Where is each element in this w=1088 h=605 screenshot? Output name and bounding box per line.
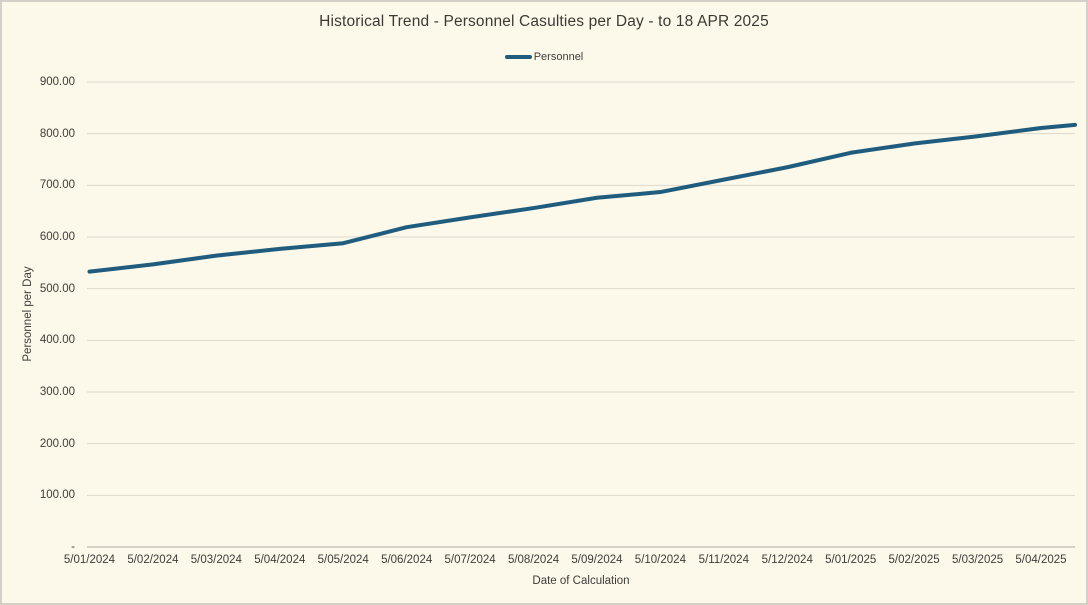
legend-line-marker [504, 55, 532, 59]
x-tick-label: 5/09/2024 [571, 554, 623, 566]
y-tick-label: 300.00 [39, 386, 75, 398]
y-tick-label: 800.00 [39, 127, 75, 140]
y-tick-label: 600.00 [39, 231, 75, 243]
x-tick-label: 5/04/2024 [254, 554, 306, 566]
y-tick-label: 400.00 [39, 334, 75, 347]
y-tick-label: 700.00 [39, 179, 75, 192]
chart-title: Historical Trend - Personnel Casulties p… [319, 13, 769, 30]
y-tick-label: 900.00 [39, 76, 75, 88]
x-axis-title: Date of Calculation [532, 575, 630, 587]
x-tick-label: 5/02/2024 [127, 554, 179, 566]
x-tick-label: 5/02/2025 [888, 554, 940, 566]
legend-label: Personnel [533, 51, 584, 63]
y-axis-title: Personnel per Day [22, 266, 34, 362]
x-tick-label: 5/10/2024 [634, 554, 686, 566]
y-tick-label: 500.00 [39, 282, 75, 295]
x-tick-label: 5/06/2024 [381, 554, 433, 566]
x-tick-label: 5/01/2024 [63, 554, 116, 566]
x-tick-label: 5/11/2024 [698, 554, 749, 566]
y-tick-label: - [71, 541, 75, 553]
x-tick-label: 5/01/2025 [825, 554, 877, 566]
personnel-series-line [87, 122, 1077, 274]
x-tick-label: 5/08/2024 [507, 554, 560, 566]
x-tick-label: 5/12/2024 [761, 554, 813, 566]
x-tick-label: 5/03/2025 [951, 554, 1004, 566]
y-tick-label: 200.00 [39, 437, 75, 450]
legend: Personnel [2, 51, 1086, 63]
x-tick-label: 5/05/2024 [317, 554, 369, 566]
y-tick-label: 100.00 [39, 489, 75, 502]
x-tick-label: 5/07/2024 [444, 554, 496, 566]
x-tick-label: 5/03/2024 [190, 554, 242, 566]
x-tick-label: 5/04/2025 [1015, 554, 1067, 566]
